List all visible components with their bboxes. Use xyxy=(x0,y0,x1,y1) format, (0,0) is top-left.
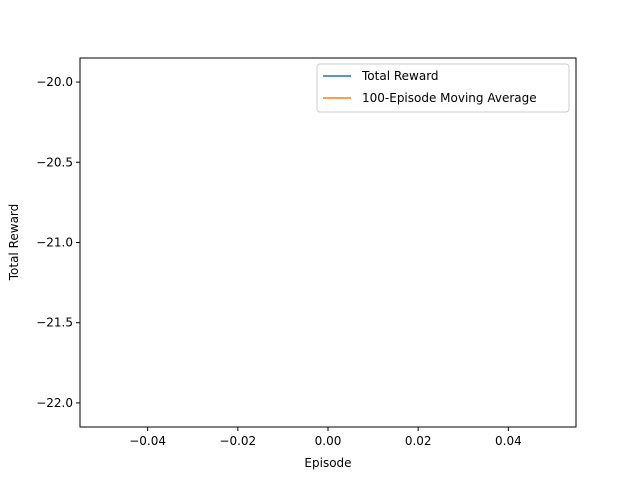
x-tick-label: −0.02 xyxy=(219,434,256,448)
y-tick-label: −21.0 xyxy=(36,236,73,250)
y-axis-label: Total Reward xyxy=(7,204,21,282)
y-tick-label: −21.5 xyxy=(36,316,73,330)
x-axis-ticks: −0.04 −0.02 0.00 0.02 0.04 xyxy=(129,427,522,448)
x-axis-label: Episode xyxy=(304,456,351,470)
y-tick-label: −20.5 xyxy=(36,155,73,169)
legend: Total Reward 100-Episode Moving Average xyxy=(316,63,570,113)
legend-label-moving-average: 100-Episode Moving Average xyxy=(362,91,537,105)
y-axis-ticks: −20.0 −20.5 −21.0 −21.5 −22.0 xyxy=(36,75,80,410)
legend-label-total-reward: Total Reward xyxy=(361,69,439,83)
legend-box xyxy=(316,63,570,113)
x-tick-label: −0.04 xyxy=(129,434,166,448)
x-tick-label: 0.00 xyxy=(315,434,342,448)
y-tick-label: −20.0 xyxy=(36,75,73,89)
y-tick-label: −22.0 xyxy=(36,396,73,410)
x-tick-label: 0.04 xyxy=(495,434,522,448)
x-tick-label: 0.02 xyxy=(405,434,432,448)
